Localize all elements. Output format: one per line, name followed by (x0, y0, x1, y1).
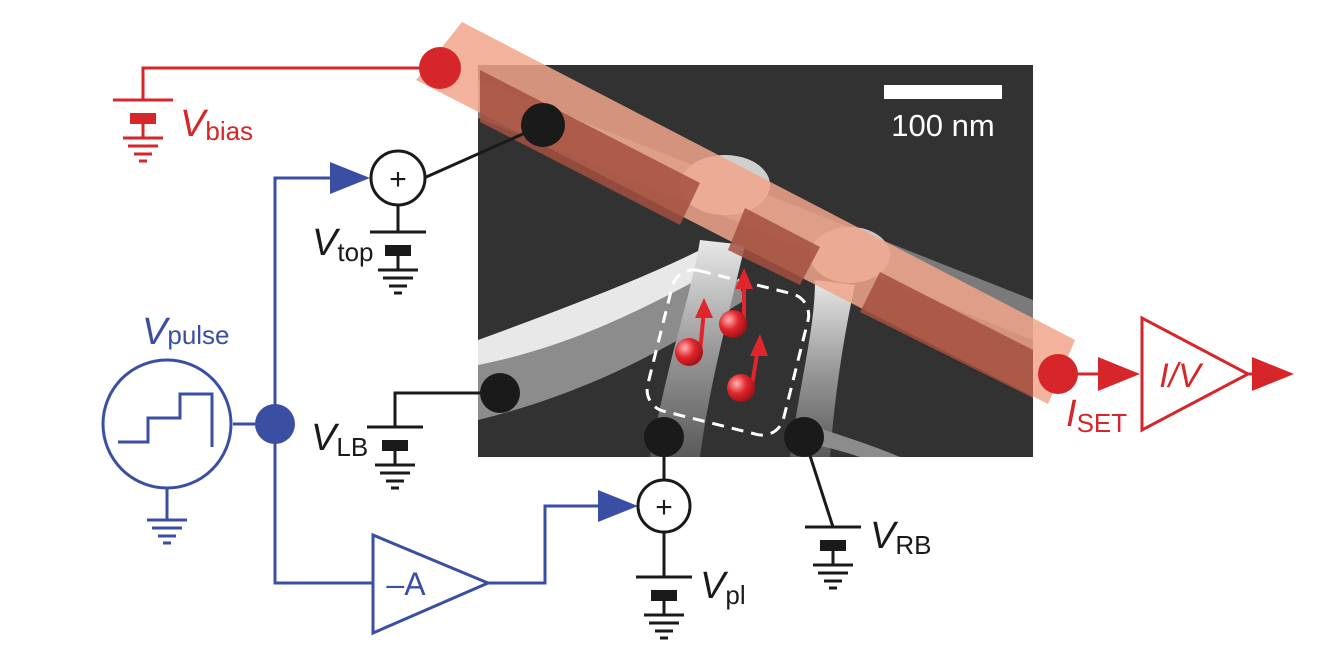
pulse-node (255, 404, 295, 444)
summing-node-icon: + (389, 163, 407, 196)
arrow-icon (330, 162, 370, 194)
arrow-icon (598, 490, 638, 522)
iv-label: I/V (1159, 357, 1204, 395)
bias-circuit (113, 66, 440, 163)
summing-node-icon: + (655, 491, 673, 524)
rb-gate-wire (790, 280, 900, 457)
spin-electron-icon (727, 334, 768, 402)
pulse-source-icon (101, 358, 233, 490)
bias-contact (419, 47, 461, 89)
arrow-icon (1098, 357, 1140, 391)
iv-converter-icon: I/V (1140, 315, 1252, 433)
lb-label: VLB (311, 417, 368, 462)
spin-electrons (675, 268, 768, 402)
pl-label: Vpl (700, 565, 746, 610)
spin-electron-icon (719, 268, 753, 338)
pl-battery-ground (636, 532, 692, 640)
scale-bar: 100 nm (884, 85, 1002, 143)
rb-battery-ground (802, 436, 861, 590)
rb-label: VRB (870, 515, 931, 560)
amplifier-icon: –A (371, 532, 492, 636)
lb-gate-wire (478, 250, 745, 420)
top-battery-ground (370, 205, 426, 295)
spin-electron-icon (675, 298, 713, 366)
scale-bar-label: 100 nm (891, 108, 994, 143)
pulse-label: Vpulse (142, 311, 230, 353)
set-label: ISET (1066, 393, 1127, 438)
top-summing-node: + (369, 149, 427, 207)
top-label: Vtop (312, 222, 374, 267)
plunger-summing-node: + (636, 478, 692, 534)
bias-label: Vbias (180, 103, 253, 146)
pulse-circuit (147, 176, 605, 585)
arrow-icon (1252, 357, 1294, 391)
amplifier-label: –A (386, 566, 426, 602)
lb-battery-ground (367, 391, 500, 490)
